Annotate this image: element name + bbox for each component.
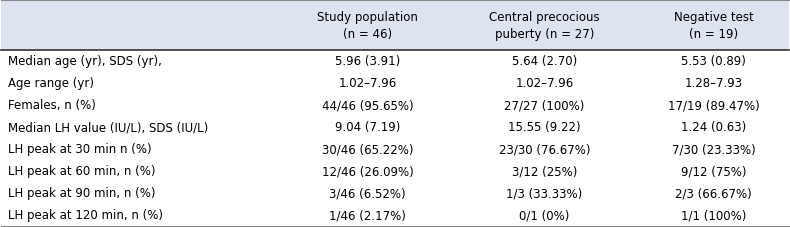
- Text: 1.02–7.96: 1.02–7.96: [338, 77, 397, 90]
- Text: Median LH value (IU/L), SDS (IU/L): Median LH value (IU/L), SDS (IU/L): [8, 121, 208, 134]
- Text: Central precocious
puberty (n = 27): Central precocious puberty (n = 27): [489, 11, 600, 41]
- Text: 1/1 (100%): 1/1 (100%): [681, 208, 747, 221]
- Text: 1.24 (0.63): 1.24 (0.63): [681, 121, 747, 134]
- Text: 17/19 (89.47%): 17/19 (89.47%): [668, 99, 760, 112]
- Text: 3/12 (25%): 3/12 (25%): [512, 165, 577, 178]
- Text: Median age (yr), SDS (yr),: Median age (yr), SDS (yr),: [8, 55, 162, 68]
- Text: 5.64 (2.70): 5.64 (2.70): [512, 55, 577, 68]
- Text: Females, n (%): Females, n (%): [8, 99, 96, 112]
- Text: 1/46 (2.17%): 1/46 (2.17%): [329, 208, 406, 221]
- Text: 5.53 (0.89): 5.53 (0.89): [682, 55, 747, 68]
- Text: 44/46 (95.65%): 44/46 (95.65%): [322, 99, 413, 112]
- Text: 1.28–7.93: 1.28–7.93: [685, 77, 743, 90]
- Text: 0/1 (0%): 0/1 (0%): [519, 208, 570, 221]
- Text: Study population
(n = 46): Study population (n = 46): [317, 11, 418, 41]
- Text: 9.04 (7.19): 9.04 (7.19): [335, 121, 400, 134]
- Text: LH peak at 30 min n (%): LH peak at 30 min n (%): [8, 143, 152, 155]
- Text: 15.55 (9.22): 15.55 (9.22): [508, 121, 581, 134]
- Text: 12/46 (26.09%): 12/46 (26.09%): [322, 165, 413, 178]
- Text: 7/30 (23.33%): 7/30 (23.33%): [672, 143, 756, 155]
- Text: 9/12 (75%): 9/12 (75%): [681, 165, 747, 178]
- Text: LH peak at 120 min, n (%): LH peak at 120 min, n (%): [8, 208, 163, 221]
- Text: 3/46 (6.52%): 3/46 (6.52%): [329, 186, 406, 199]
- Text: 23/30 (76.67%): 23/30 (76.67%): [498, 143, 590, 155]
- Text: Negative test
(n = 19): Negative test (n = 19): [674, 11, 754, 41]
- Text: LH peak at 60 min, n (%): LH peak at 60 min, n (%): [8, 165, 155, 178]
- Text: 30/46 (65.22%): 30/46 (65.22%): [322, 143, 413, 155]
- Text: LH peak at 90 min, n (%): LH peak at 90 min, n (%): [8, 186, 155, 199]
- Bar: [2, 1, 788, 51]
- Text: 1/3 (33.33%): 1/3 (33.33%): [506, 186, 583, 199]
- Text: 27/27 (100%): 27/27 (100%): [504, 99, 585, 112]
- Text: 1.02–7.96: 1.02–7.96: [515, 77, 574, 90]
- Text: Age range (yr): Age range (yr): [8, 77, 94, 90]
- Text: 2/3 (66.67%): 2/3 (66.67%): [675, 186, 752, 199]
- Text: 5.96 (3.91): 5.96 (3.91): [335, 55, 400, 68]
